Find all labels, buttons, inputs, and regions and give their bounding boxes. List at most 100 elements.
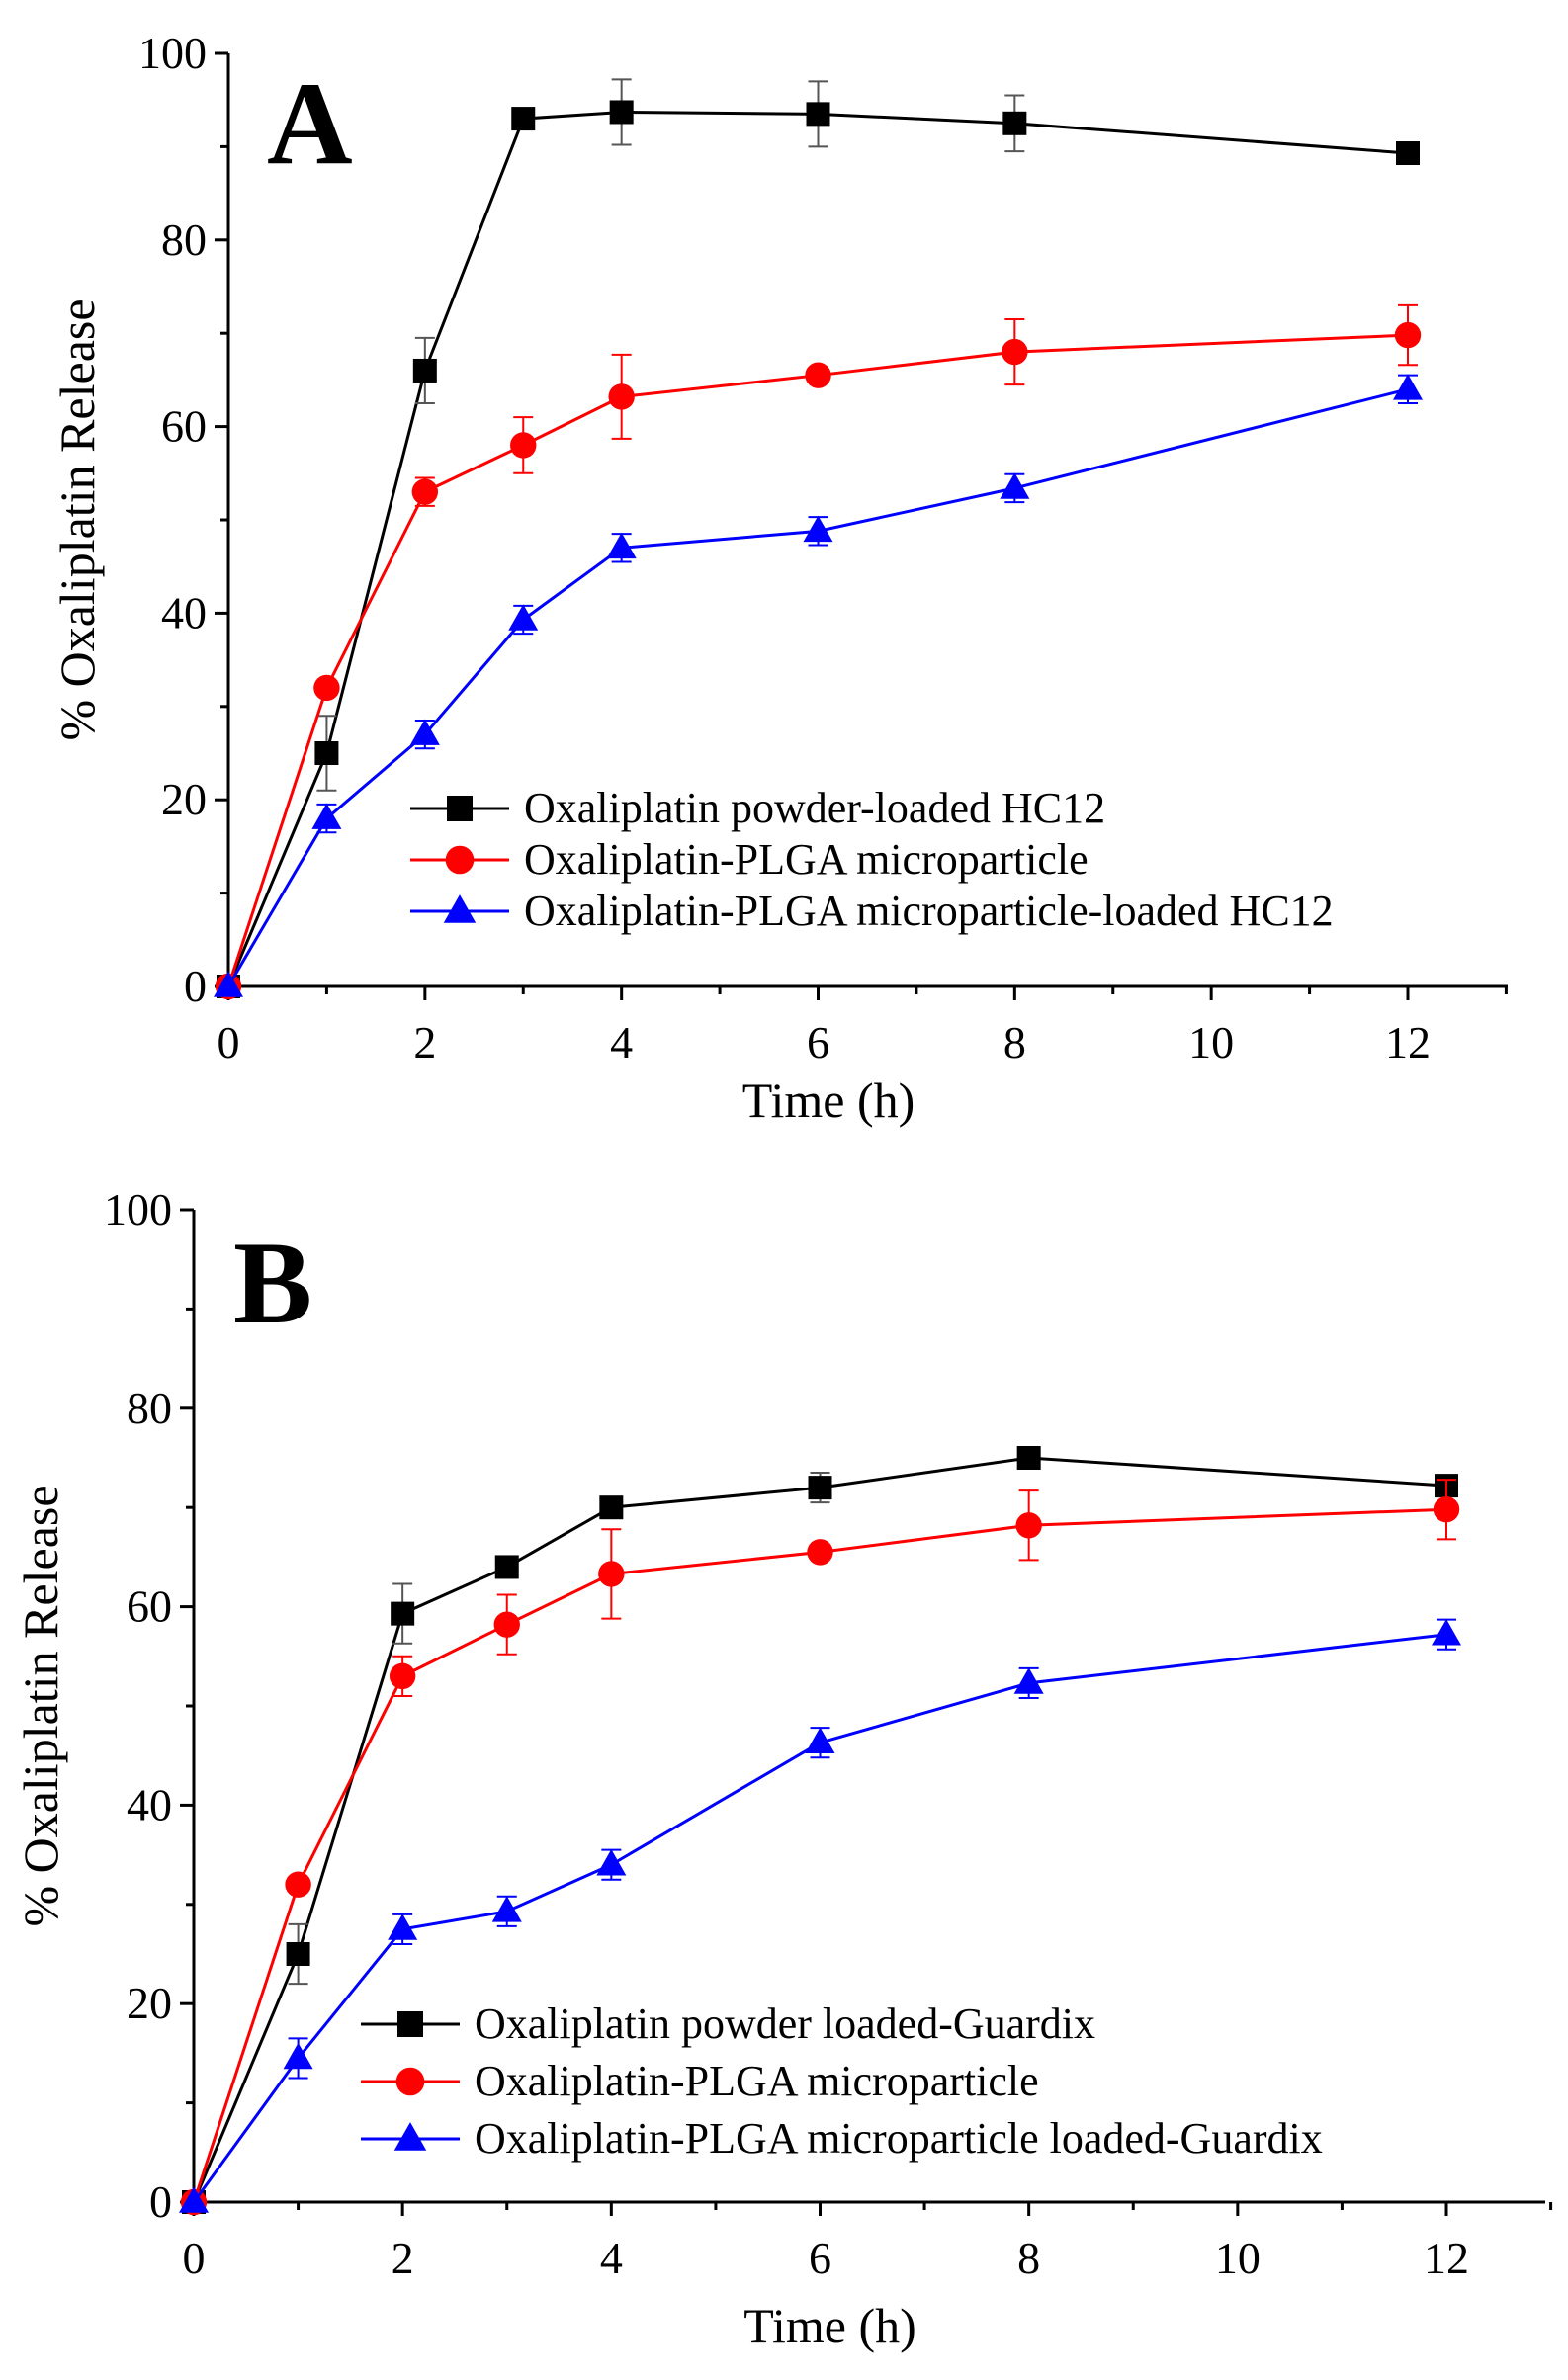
x-tick-label: 8	[1003, 1017, 1026, 1067]
y-tick-label: 0	[149, 2176, 172, 2227]
data-point	[1016, 1446, 1041, 1470]
data-point	[805, 1727, 835, 1753]
data-point	[411, 478, 439, 505]
data-point	[606, 532, 637, 559]
y-tick-label: 100	[104, 1184, 172, 1234]
legend-label: Oxaliplatin powder-loaded HC12	[524, 784, 1105, 832]
x-tick-label: 8	[1017, 2233, 1040, 2283]
y-tick-label: 60	[127, 1581, 172, 1632]
series-1	[215, 303, 1422, 1000]
data-point	[1013, 1667, 1044, 1694]
x-tick-label: 4	[600, 2233, 623, 2283]
legend-marker	[443, 894, 477, 923]
y-tick-label: 80	[127, 1383, 172, 1433]
y-tick-label: 60	[161, 401, 207, 452]
data-point	[608, 383, 635, 410]
x-tick-label: 2	[413, 1017, 436, 1067]
data-point	[1002, 338, 1028, 366]
data-point	[179, 2186, 209, 2213]
x-tick-label: 10	[1215, 2233, 1261, 2283]
legend-label: Oxaliplatin-PLGA microparticle	[475, 2057, 1039, 2105]
data-point	[491, 1896, 522, 1922]
legend-marker	[395, 2067, 425, 2096]
legend-marker	[447, 796, 473, 821]
x-tick-label: 6	[807, 1017, 829, 1067]
legend-label: Oxaliplatin-PLGA microparticle loaded-Gu…	[475, 2114, 1323, 2163]
data-point	[311, 803, 342, 829]
x-axis-label: Time (h)	[742, 1072, 915, 1128]
data-point	[1393, 374, 1423, 400]
data-point	[388, 1913, 418, 1940]
panel-label: B	[233, 1217, 312, 1348]
legend-label: Oxaliplatin-PLGA microparticle-loaded HC…	[524, 887, 1334, 935]
x-tick-label: 0	[183, 2233, 206, 2283]
data-point	[286, 1942, 310, 1966]
series-line	[192, 1456, 1447, 2203]
x-tick-label: 2	[392, 2233, 414, 2283]
data-point	[1000, 472, 1030, 499]
series-2	[179, 1618, 1461, 2213]
series-line	[192, 1507, 1447, 2203]
series-line	[226, 387, 1409, 987]
data-point	[314, 741, 339, 765]
data-point	[803, 515, 833, 543]
data-point	[599, 1495, 624, 1520]
chart-panel-a: 0 20 40 60 80 100 0 2 4 6 8 10 12 Time (h) % Oxaliplat…	[49, 28, 1508, 1128]
legend-marker	[445, 845, 475, 875]
y-tick-label: 20	[161, 774, 207, 824]
data-point	[493, 1611, 520, 1638]
y-tick-label: 0	[184, 961, 207, 1011]
chart-panel-b: 0 20 40 60 80 100 0 2 4 6 8 10 12 Time (h) % Oxaliplat…	[13, 1184, 1553, 2353]
data-point	[214, 971, 243, 997]
data-point	[1432, 1619, 1461, 1646]
data-point	[1394, 321, 1422, 349]
x-tick-label: 0	[218, 1017, 240, 1067]
data-point	[494, 1555, 519, 1579]
y-axis-label: % Oxaliplatin Release	[13, 1485, 68, 1926]
legend-label: Oxaliplatin powder loaded-Guardix	[475, 1999, 1095, 2048]
x-tick-label: 6	[809, 2233, 831, 2283]
legend-marker	[397, 2011, 423, 2037]
data-point	[1433, 1496, 1460, 1523]
data-point	[596, 1849, 627, 1876]
data-point	[808, 1476, 832, 1500]
data-point	[806, 102, 830, 127]
series-1	[180, 1479, 1460, 2216]
data-point	[805, 362, 831, 388]
data-point	[285, 1871, 311, 1898]
panel-label: A	[267, 57, 353, 189]
data-point	[508, 604, 539, 631]
data-point	[510, 432, 537, 459]
series-line	[226, 110, 1409, 987]
y-tick-label: 20	[127, 1978, 172, 2028]
y-tick-label: 80	[161, 214, 207, 265]
data-point	[807, 1539, 833, 1566]
series-line	[226, 333, 1409, 987]
data-point	[609, 100, 634, 125]
x-tick-label: 4	[610, 1017, 633, 1067]
y-axis-label: % Oxaliplatin Release	[49, 298, 105, 740]
x-tick-label: 12	[1385, 1017, 1431, 1067]
x-axis-label: Time (h)	[743, 2298, 916, 2353]
data-point	[1002, 111, 1027, 135]
data-point	[389, 1662, 416, 1690]
series-line	[192, 1633, 1447, 2203]
data-point	[412, 358, 437, 382]
data-point	[409, 719, 440, 745]
series-2	[214, 374, 1423, 997]
data-point	[391, 1601, 415, 1626]
data-point	[598, 1561, 625, 1587]
data-point	[1015, 1512, 1042, 1539]
x-tick-label: 12	[1424, 2233, 1469, 2283]
data-point	[313, 674, 340, 702]
data-point	[283, 2042, 313, 2070]
data-point	[1396, 141, 1420, 166]
y-tick-label: 40	[127, 1779, 172, 1829]
y-tick-label: 100	[138, 28, 207, 78]
x-tick-label: 10	[1188, 1017, 1234, 1067]
legend-marker	[393, 2122, 427, 2151]
legend-label: Oxaliplatin-PLGA microparticle	[524, 835, 1089, 884]
y-tick-label: 40	[161, 587, 207, 638]
data-point	[511, 107, 536, 131]
